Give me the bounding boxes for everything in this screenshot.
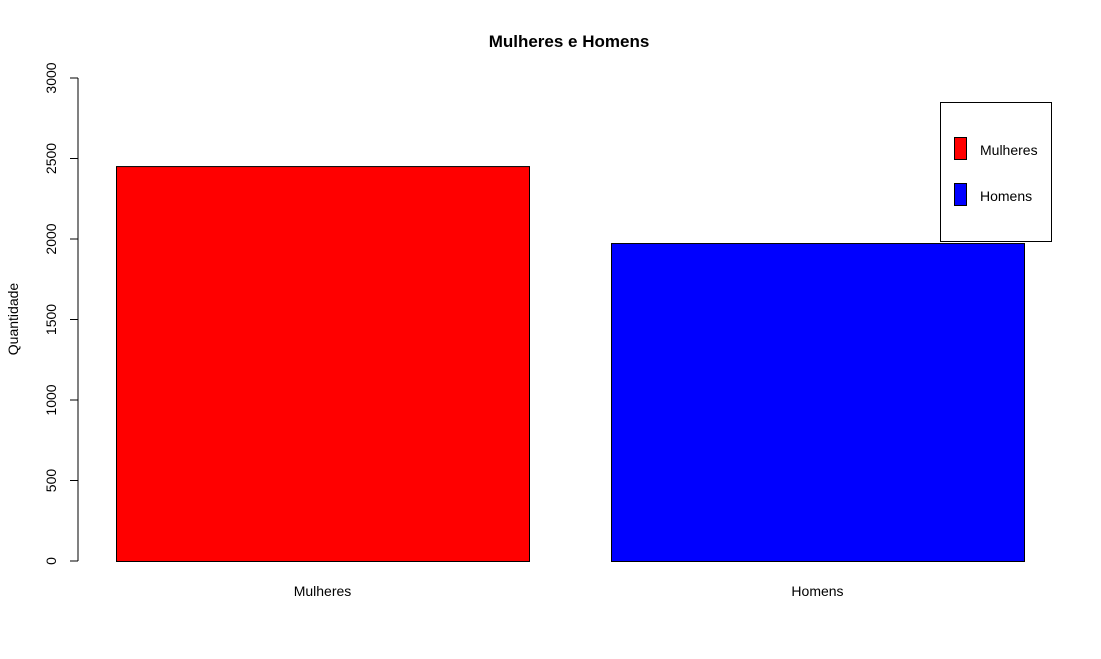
bar-mulheres bbox=[116, 166, 530, 563]
y-tick-label: 1500 bbox=[43, 304, 59, 335]
y-tick-label: 2500 bbox=[43, 143, 59, 174]
y-axis: 0 500 1000 1500 2000 2500 3000 bbox=[43, 62, 79, 565]
y-axis-label: Quantidade bbox=[5, 283, 21, 356]
y-tick-label: 2000 bbox=[43, 223, 59, 254]
bar-homens bbox=[611, 243, 1025, 562]
legend-swatch bbox=[954, 137, 967, 160]
legend-label: Homens bbox=[980, 188, 1032, 204]
y-tick-label: 1000 bbox=[43, 384, 59, 415]
y-tick-label: 0 bbox=[43, 557, 59, 565]
legend-swatch bbox=[954, 183, 967, 206]
chart-title: Mulheres e Homens bbox=[489, 32, 650, 51]
legend-box bbox=[940, 102, 1052, 242]
y-tick-label: 500 bbox=[43, 469, 59, 493]
legend: Mulheres Homens bbox=[940, 102, 1052, 242]
category-label: Homens bbox=[791, 583, 843, 599]
category-label: Mulheres bbox=[294, 583, 352, 599]
bars bbox=[116, 166, 1025, 563]
legend-label: Mulheres bbox=[980, 142, 1038, 158]
y-tick-label: 3000 bbox=[43, 62, 59, 93]
category-labels: Mulheres Homens bbox=[294, 583, 844, 599]
